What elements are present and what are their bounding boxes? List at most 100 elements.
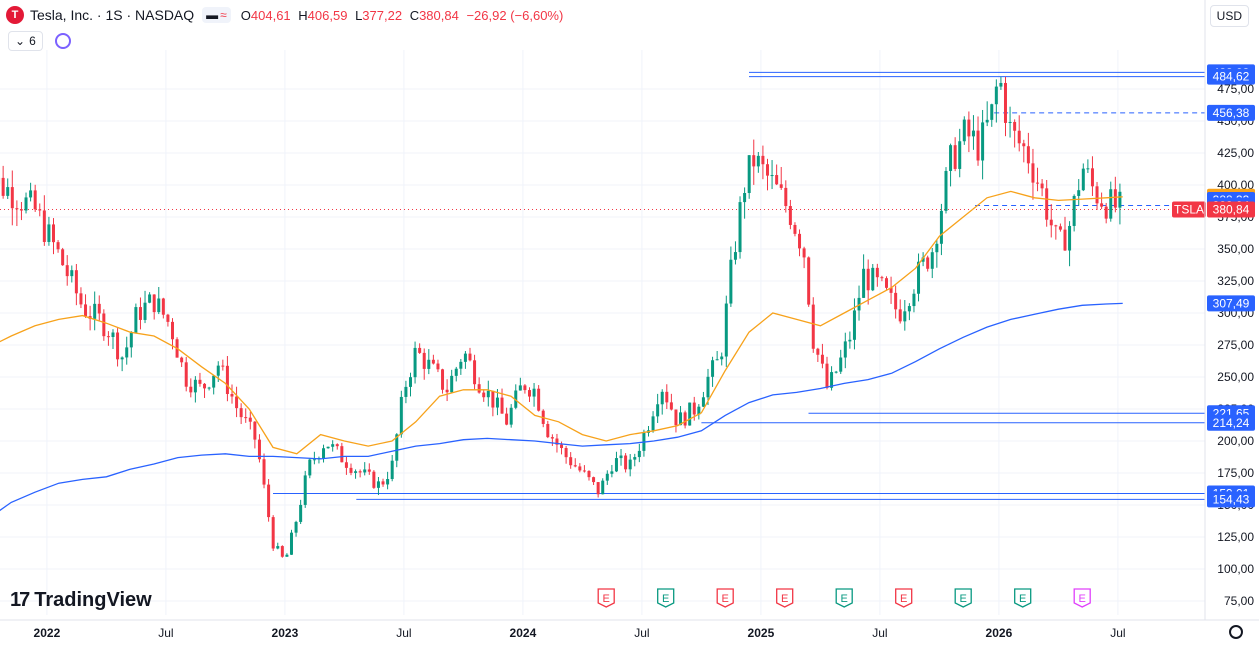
candle-body	[724, 303, 728, 357]
candle-body	[129, 332, 133, 348]
symbol-header[interactable]: T Tesla, Inc. · 1S · NASDAQ ▬ ≈ O404,61 …	[6, 4, 567, 26]
earnings-event-icon[interactable]: E	[1073, 588, 1091, 608]
candle-body	[1, 177, 5, 196]
candle-body	[207, 387, 211, 389]
candle-body	[990, 104, 994, 120]
earnings-event-shape	[835, 588, 853, 608]
candle-body	[770, 175, 774, 177]
candle-body	[907, 306, 911, 312]
candle-body	[569, 457, 573, 466]
candle-body	[427, 359, 431, 369]
symbol-tag: TSLA	[1172, 201, 1206, 218]
wave-icon: ≈	[220, 8, 227, 22]
candle-body	[523, 385, 527, 391]
candle-body	[235, 396, 239, 409]
candle-body	[271, 517, 275, 549]
candle-body	[495, 397, 499, 408]
sync-icon[interactable]	[54, 33, 71, 49]
earnings-event-label: E	[662, 593, 669, 605]
candle-body	[294, 521, 298, 533]
earnings-event-icon[interactable]: E	[895, 588, 913, 608]
candle-body	[582, 470, 586, 472]
candle-body	[322, 448, 326, 458]
candle-body	[889, 287, 893, 293]
tradingview-logo[interactable]: 17 TradingView	[10, 589, 152, 612]
price-label: 154,43	[1207, 491, 1255, 508]
candle-body	[514, 390, 518, 408]
earnings-event-icon[interactable]: E	[835, 588, 853, 608]
candle-body	[688, 402, 692, 426]
candle-body	[335, 444, 339, 447]
candle-body	[971, 130, 975, 137]
indicators-toggle[interactable]: ⌄ 6	[8, 31, 43, 51]
candle-body	[715, 359, 719, 361]
x-tick-label: 2024	[510, 626, 537, 640]
candle-body	[1095, 186, 1099, 204]
candle-body	[592, 477, 596, 483]
earnings-event-icon[interactable]: E	[954, 588, 972, 608]
earnings-event-icon[interactable]: E	[716, 588, 734, 608]
candle-body	[486, 390, 490, 398]
candle-body	[138, 307, 142, 320]
candle-body	[1031, 163, 1035, 183]
currency-selector[interactable]: USD	[1209, 5, 1249, 27]
candle-body	[344, 462, 348, 468]
candle-body	[482, 392, 486, 398]
gear-icon[interactable]	[1229, 625, 1243, 639]
candle-body	[180, 357, 184, 363]
candle-body	[651, 416, 655, 431]
candle-body	[354, 471, 358, 473]
candle-body	[1109, 189, 1113, 219]
candle-body	[775, 175, 779, 185]
candle-body	[29, 190, 33, 198]
candle-body	[491, 390, 495, 408]
earnings-event-icon[interactable]: E	[597, 588, 615, 608]
symbol-tag-box	[1172, 201, 1206, 218]
earnings-event-icon[interactable]: E	[1014, 588, 1032, 608]
candle-body	[1081, 168, 1085, 191]
candle-body	[779, 184, 783, 188]
earnings-event-shape	[776, 588, 794, 608]
candle-body	[880, 277, 884, 279]
price-label: 214,24	[1207, 414, 1255, 431]
candle-body	[230, 394, 234, 397]
candle-body	[61, 249, 65, 266]
candle-body	[807, 257, 811, 305]
candle-body	[610, 471, 614, 474]
candle-body	[1077, 190, 1081, 196]
candle-body	[1090, 168, 1094, 187]
price-label-text: 484,62	[1213, 70, 1250, 84]
candle-body	[74, 270, 78, 294]
earnings-event-icon[interactable]: E	[657, 588, 675, 608]
y-tick-label: 425,00	[1217, 146, 1254, 160]
candle-body	[884, 278, 888, 288]
candle-body	[816, 348, 820, 355]
candle-body	[116, 332, 120, 360]
symbol-title[interactable]: Tesla, Inc. · 1S · NASDAQ	[30, 7, 195, 23]
candle-body	[527, 390, 531, 397]
candle-body	[468, 353, 472, 361]
x-tick-label: 2023	[272, 626, 299, 640]
candle-body	[148, 294, 152, 303]
y-tick-label: 325,00	[1217, 274, 1254, 288]
candle-body	[33, 190, 37, 210]
candle-body	[614, 458, 618, 472]
candle-body	[10, 187, 14, 209]
candle-body	[560, 444, 564, 449]
y-tick-label: 400,00	[1217, 178, 1254, 192]
earnings-event-shape	[1073, 588, 1091, 608]
chart-type-toggle[interactable]: ▬ ≈	[202, 7, 231, 23]
y-tick-label: 350,00	[1217, 242, 1254, 256]
candle-body	[1045, 188, 1049, 220]
chevron-down-icon: ⌄	[15, 34, 26, 48]
candle-body	[546, 423, 550, 438]
candle-body	[157, 298, 161, 313]
earnings-event-icon[interactable]: E	[776, 588, 794, 608]
candle-body	[1013, 121, 1017, 131]
candle-body	[367, 469, 371, 472]
candle-body	[784, 187, 788, 207]
earnings-event-label: E	[1019, 593, 1026, 605]
candle-body	[660, 391, 664, 405]
candle-body	[225, 365, 229, 395]
